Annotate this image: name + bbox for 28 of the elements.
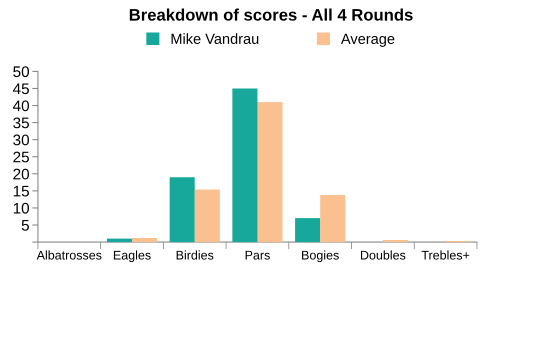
y-tick-label: 25: [13, 152, 29, 162]
bar: [295, 218, 320, 242]
x-tick-label: Bogies: [302, 250, 339, 262]
bar: [132, 238, 158, 242]
y-tick-label: 30: [13, 134, 30, 146]
x-tick-label: Doubles: [360, 250, 406, 260]
chart-title: Breakdown of scores - All 4 Rounds: [130, 8, 413, 21]
bar: [232, 88, 258, 242]
y-tick-label: 20: [13, 168, 30, 180]
y-tick-label: 10: [14, 202, 30, 214]
y-tick-label: 45: [12, 83, 29, 94]
bar: [257, 102, 283, 242]
bar: [194, 190, 220, 242]
x-tick-label: Birdies: [176, 250, 214, 260]
y-tick-label: 15: [14, 186, 29, 197]
legend-label: Mike Vandrau: [172, 33, 258, 44]
x-tick-label: Pars: [246, 250, 270, 260]
y-tick-label: 40: [12, 100, 30, 112]
bar: [320, 194, 346, 242]
legend-label: Average: [340, 34, 394, 47]
y-tick-label: 50: [13, 66, 30, 78]
y-tick-label: 5: [22, 220, 29, 231]
x-tick-label: Eagles: [114, 250, 151, 262]
y-tick-label: 35: [13, 117, 29, 128]
x-tick-label: Albatrosses: [36, 250, 102, 260]
bar: [170, 177, 195, 242]
x-tick-label: Trebles+: [422, 250, 470, 260]
bar: [106, 238, 132, 242]
